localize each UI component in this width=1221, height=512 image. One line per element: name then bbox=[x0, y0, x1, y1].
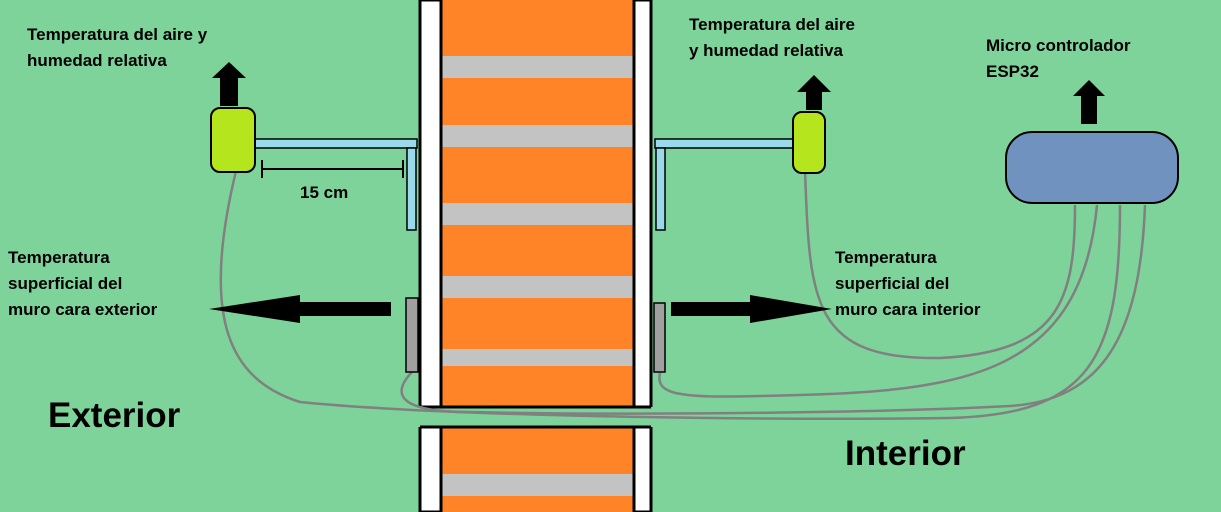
exterior-air-humidity-sensor bbox=[210, 107, 256, 173]
esp32-controller bbox=[1005, 131, 1179, 204]
wall bbox=[415, 0, 655, 512]
interior-surface-label-line2: superficial del bbox=[835, 274, 950, 293]
interior-air-sensor-label-line1: Temperatura del aire bbox=[689, 15, 855, 34]
interior-bracket bbox=[654, 138, 794, 231]
cable-int-air-sensor bbox=[803, 170, 1077, 360]
cables bbox=[219, 170, 1147, 420]
exterior-surface-label-line2: superficial del bbox=[8, 274, 123, 293]
mortar-joint bbox=[441, 56, 634, 78]
interior-air-sensor-label: Temperatura del aire y humedad relativa bbox=[689, 12, 855, 64]
exterior-surface-label-line3: muro cara exterior bbox=[8, 300, 158, 319]
mortar-joint bbox=[441, 349, 634, 366]
interior-side-label: Interior bbox=[845, 434, 966, 473]
arrow-up-icon bbox=[212, 62, 246, 106]
arrow-left-icon bbox=[209, 295, 391, 323]
cable-ext-air-sensor bbox=[219, 170, 1122, 420]
arrow-up-icon bbox=[797, 75, 831, 110]
exterior-air-sensor-label: Temperatura del aire y humedad relativa bbox=[27, 22, 207, 74]
interior-surface-sensor bbox=[653, 302, 666, 373]
mortar-joint bbox=[441, 276, 634, 298]
exterior-air-sensor-label-line1: Temperatura del aire y bbox=[27, 25, 208, 44]
controller-label-line2: ESP32 bbox=[986, 62, 1039, 81]
exterior-air-sensor-label-line2: humedad relativa bbox=[27, 51, 167, 70]
interior-plaster bbox=[632, 0, 653, 512]
interior-air-humidity-sensor bbox=[792, 111, 826, 174]
interior-air-sensor-label-line2: y humedad relativa bbox=[689, 41, 844, 60]
mortar-joint bbox=[441, 203, 634, 225]
interior-surface-label: Temperatura superficial del muro cara in… bbox=[835, 245, 981, 323]
controller-label: Micro controlador ESP32 bbox=[986, 33, 1131, 85]
arrow-up-icon bbox=[1073, 80, 1105, 124]
cable-ext-surface-sensor bbox=[400, 204, 1147, 415]
mortar-joint bbox=[441, 474, 634, 496]
cable-int-surface-sensor bbox=[658, 204, 1099, 398]
exterior-side-label: Exterior bbox=[48, 396, 181, 435]
mortar-joints bbox=[441, 56, 634, 496]
interior-surface-label-line1: Temperatura bbox=[835, 248, 937, 267]
dimension-marker bbox=[261, 160, 404, 178]
arrow-right-icon bbox=[671, 295, 832, 323]
interior-surface-label-line3: muro cara interior bbox=[835, 300, 981, 319]
exterior-surface-label: Temperatura superficial del muro cara ex… bbox=[8, 245, 157, 323]
exterior-plaster bbox=[418, 0, 443, 512]
mortar-joint bbox=[441, 125, 634, 147]
distance-label: 15 cm bbox=[300, 183, 349, 202]
exterior-surface-label-line1: Temperatura bbox=[8, 248, 110, 267]
exterior-surface-sensor bbox=[405, 297, 419, 373]
controller-label-line1: Micro controlador bbox=[986, 36, 1131, 55]
